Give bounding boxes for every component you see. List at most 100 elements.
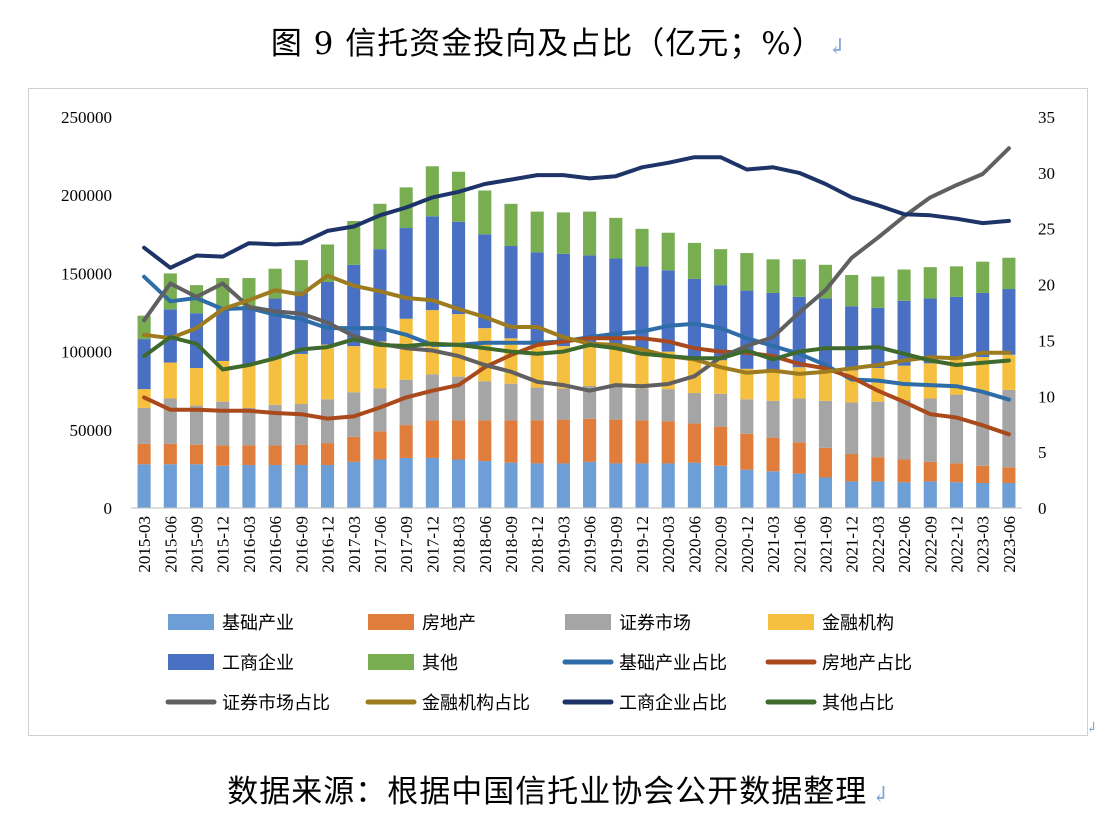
y2-tick-label: 30 (1038, 164, 1055, 183)
bar-series-1-2022-03 (871, 457, 885, 482)
y2-tick-label: 0 (1038, 499, 1047, 518)
x-tick-label: 2018-03 (450, 516, 469, 573)
x-tick-label: 2015-12 (214, 516, 233, 573)
legend-swatch-series-0 (168, 614, 214, 630)
bar-series-2-2021-06 (792, 398, 806, 443)
bar-series-0-2019-03 (556, 463, 570, 508)
bar-series-3-2020-12 (740, 368, 754, 400)
x-tick-label: 2016-09 (292, 516, 311, 573)
bar-series-4-2021-12 (845, 306, 859, 371)
paragraph-mark-icon: ↲ (871, 783, 891, 808)
x-tick-label: 2021-09 (816, 516, 835, 573)
bar-series-1-2018-03 (452, 420, 466, 460)
bar-series-4-2015-12 (216, 306, 230, 361)
legend-label-series-9: 金融机构占比 (422, 693, 530, 714)
x-tick-label: 2016-03 (240, 516, 259, 573)
chart-frame (28, 88, 1088, 736)
bar-series-0-2023-03 (976, 482, 990, 508)
bar-series-4-2023-06 (1002, 289, 1016, 355)
axes-layer: 0 50000 100000 150000 200000 250000 0 5 10 15 20 25… (61, 108, 1055, 573)
bar-series-1-2018-06 (478, 420, 492, 462)
x-tick-label: 2020-03 (659, 516, 678, 573)
bar-series-2-2019-09 (609, 386, 623, 420)
bar-series-0-2023-06 (1002, 482, 1016, 508)
bar-series-3-2016-12 (320, 344, 335, 400)
bar-series-4-2020-12 (740, 290, 754, 369)
bar-series-2-2020-12 (740, 399, 754, 434)
bar-series-4-2017-12 (425, 216, 439, 311)
bar-series-4-2020-06 (687, 278, 701, 359)
bar-series-5-2017-03 (347, 221, 361, 265)
bar-series-0-2016-09 (294, 464, 308, 508)
bar-series-2-2018-12 (530, 387, 544, 421)
bar-series-5-2023-06 (1002, 257, 1016, 290)
x-tick-label: 2017-03 (345, 516, 364, 573)
x-tick-label: 2015-06 (161, 516, 180, 573)
bar-series-3-2018-09 (504, 338, 518, 384)
bar-series-4-2017-09 (399, 228, 413, 319)
legend-label-series-10: 工商企业占比 (619, 693, 727, 714)
bar-series-1-2023-03 (976, 465, 990, 483)
bar-series-4-2019-03 (556, 253, 570, 347)
bar-series-5-2021-12 (845, 274, 859, 307)
bar-series-1-2018-12 (530, 420, 544, 464)
bar-series-2-2023-03 (976, 393, 990, 466)
legend-label-series-8: 证券市场占比 (222, 693, 330, 714)
bar-series-2-2015-03 (137, 407, 151, 444)
bar-series-5-2022-12 (949, 266, 964, 297)
bar-series-5-2019-03 (556, 212, 570, 254)
bar-series-0-2021-12 (845, 481, 859, 508)
bar-series-0-2020-12 (740, 469, 754, 508)
bar-series-4-2020-03 (661, 270, 675, 352)
bar-series-5-2017-12 (425, 166, 439, 217)
y-tick-label: 250000 (61, 108, 112, 127)
bar-series-3-2019-09 (609, 346, 623, 387)
bar-series-1-2016-03 (242, 445, 256, 465)
lines-layer (142, 146, 1011, 437)
x-tick-label: 2018-12 (528, 516, 547, 573)
bar-series-1-2017-12 (425, 420, 439, 458)
bar-series-2-2023-06 (1002, 389, 1016, 468)
bar-series-4-2022-09 (923, 298, 937, 364)
bar-series-5-2018-03 (452, 171, 466, 222)
bar-series-2-2017-09 (399, 379, 413, 426)
bar-series-1-2021-03 (766, 437, 780, 472)
bar-series-4-2021-03 (766, 292, 780, 370)
bar-series-2-2021-09 (818, 400, 833, 448)
bar-series-3-2022-09 (923, 363, 937, 399)
bar-series-5-2018-12 (530, 211, 544, 253)
bar-series-1-2019-09 (609, 419, 623, 464)
legend-label-series-1: 房地产 (422, 613, 476, 634)
bar-series-4-2016-06 (268, 298, 282, 358)
bar-series-1-2015-03 (137, 443, 151, 465)
bar-series-0-2017-03 (347, 461, 361, 508)
bar-series-2-2017-06 (373, 388, 387, 432)
bar-series-0-2021-06 (792, 473, 806, 508)
bar-series-2-2017-12 (425, 374, 439, 421)
bar-series-4-2018-03 (452, 221, 466, 315)
x-tick-label: 2022-03 (869, 516, 888, 573)
line-series-11 (142, 335, 1011, 372)
bar-series-2-2022-09 (923, 398, 937, 462)
bar-series-0-2016-03 (242, 464, 256, 508)
y2-tick-label: 20 (1038, 276, 1055, 295)
bar-series-1-2019-03 (556, 419, 570, 464)
x-tick-label: 2020-12 (738, 516, 757, 573)
bar-series-3-2015-12 (216, 360, 230, 402)
bar-series-4-2020-09 (714, 285, 728, 361)
paragraph-mark-icon: ↲ (827, 35, 848, 60)
bar-series-3-2016-06 (268, 357, 282, 405)
line-series-8 (142, 146, 1011, 393)
x-tick-label: 2017-09 (397, 516, 416, 573)
x-tick-label: 2018-09 (502, 516, 521, 573)
bar-series-2-2016-12 (320, 399, 335, 444)
bar-series-4-2022-12 (949, 296, 964, 360)
page-title: 图 9 信托资金投向及占比（亿元；%） ↲ (0, 18, 1118, 63)
bar-series-1-2019-06 (583, 418, 597, 462)
bar-series-1-2019-12 (635, 420, 649, 464)
bar-series-1-2022-09 (923, 461, 937, 482)
bar-series-2-2021-03 (766, 400, 780, 438)
paragraph-mark-icon: ↲ (1086, 720, 1098, 736)
bar-series-4-2018-06 (478, 234, 492, 329)
